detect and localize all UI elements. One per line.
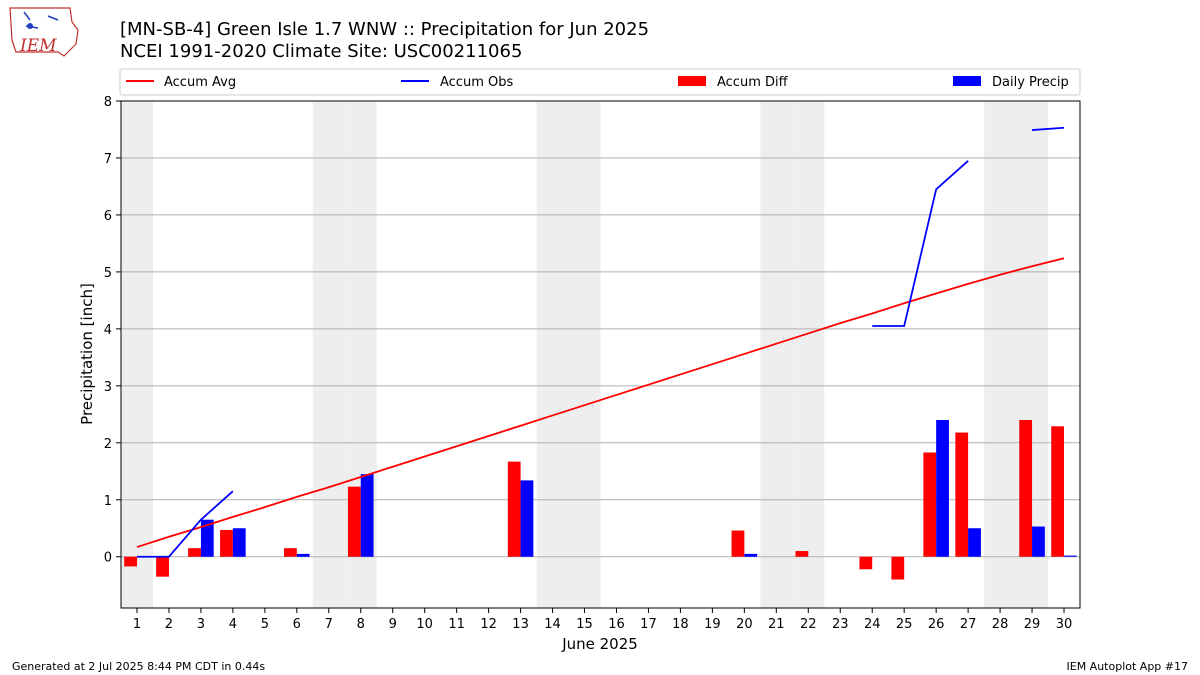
y-tick-label-6: 6 bbox=[104, 209, 112, 224]
x-tick-label-12: 12 bbox=[480, 617, 497, 632]
y-tick-label-2: 2 bbox=[104, 437, 112, 452]
x-tick-label-30: 30 bbox=[1056, 617, 1073, 632]
accum-obs-line-3 bbox=[1031, 126, 1065, 131]
footer-generated: Generated at 2 Jul 2025 8:44 PM CDT in 0… bbox=[12, 660, 265, 673]
chart-title-line2: NCEI 1991-2020 Climate Site: USC00211065 bbox=[120, 41, 522, 62]
x-tick-label-10: 10 bbox=[416, 617, 433, 632]
weekend-band-15 bbox=[568, 101, 601, 608]
y-axis-label: Precipitation [inch] bbox=[78, 283, 96, 425]
x-tick-label-27: 27 bbox=[960, 617, 977, 632]
daily-bar-8 bbox=[360, 474, 374, 557]
x-tick-label-14: 14 bbox=[544, 617, 561, 632]
iem-logo: IEM bbox=[9, 7, 79, 57]
x-tick-label-8: 8 bbox=[357, 617, 365, 632]
daily-bar-26 bbox=[936, 420, 949, 557]
x-tick-label-18: 18 bbox=[672, 617, 689, 632]
x-tick-label-25: 25 bbox=[896, 617, 913, 632]
x-tick-label-29: 29 bbox=[1024, 617, 1041, 632]
weekend-band-22 bbox=[792, 101, 825, 608]
daily-bar-13 bbox=[520, 480, 534, 557]
diff-bar-20 bbox=[731, 530, 745, 557]
x-tick-label-3: 3 bbox=[197, 617, 205, 632]
legend-swatch-daily-precip bbox=[953, 76, 981, 86]
x-tick-label-13: 13 bbox=[512, 617, 529, 632]
diff-bar-24 bbox=[859, 556, 873, 570]
weekend-band-21 bbox=[760, 101, 793, 608]
diff-bar-2 bbox=[156, 556, 169, 577]
daily-bar-4 bbox=[232, 528, 246, 557]
x-tick-label-26: 26 bbox=[928, 617, 945, 632]
legend-frame bbox=[119, 68, 1081, 96]
x-tick-label-6: 6 bbox=[293, 617, 301, 632]
y-tick-label-8: 8 bbox=[104, 95, 112, 110]
diff-bar-26 bbox=[923, 452, 937, 557]
y-tick-label-0: 0 bbox=[104, 551, 112, 566]
x-axis-label: June 2025 bbox=[561, 635, 638, 653]
diff-bar-1 bbox=[124, 556, 137, 567]
y-tick-label-4: 4 bbox=[104, 323, 112, 338]
x-tick-label-22: 22 bbox=[800, 617, 817, 632]
x-tick-label-17: 17 bbox=[640, 617, 657, 632]
x-tick-label-5: 5 bbox=[261, 617, 269, 632]
weekend-band-7 bbox=[312, 101, 345, 608]
accum-obs-line-1 bbox=[136, 490, 234, 558]
x-tick-label-15: 15 bbox=[576, 617, 593, 632]
diff-bar-30 bbox=[1051, 426, 1065, 557]
legend: Accum Avg Accum Obs Accum Diff Daily Pre… bbox=[119, 68, 1081, 96]
x-tick-label-16: 16 bbox=[608, 617, 625, 632]
x-tick-label-1: 1 bbox=[133, 617, 141, 632]
x-tick-label-7: 7 bbox=[325, 617, 333, 632]
weekend-band-14 bbox=[536, 101, 569, 608]
daily-bar-27 bbox=[968, 528, 981, 557]
weekend-band-1 bbox=[121, 101, 153, 608]
x-tick-label-4: 4 bbox=[229, 617, 237, 632]
diff-bar-8 bbox=[347, 486, 361, 557]
diff-bar-29 bbox=[1019, 420, 1033, 557]
diff-bar-4 bbox=[220, 529, 233, 557]
x-tick-label-20: 20 bbox=[736, 617, 753, 632]
chart-title-line1: [MN-SB-4] Green Isle 1.7 WNW :: Precipit… bbox=[120, 19, 649, 40]
y-tick-label-3: 3 bbox=[104, 380, 112, 395]
logo-text: IEM bbox=[19, 36, 57, 56]
daily-bar-3 bbox=[200, 519, 214, 557]
legend-label-accum-avg: Accum Avg bbox=[164, 75, 236, 90]
x-tick-label-23: 23 bbox=[832, 617, 849, 632]
legend-label-accum-obs: Accum Obs bbox=[440, 75, 513, 90]
diff-bar-3 bbox=[188, 548, 201, 557]
y-tick-label-7: 7 bbox=[104, 152, 112, 167]
diff-bar-6 bbox=[284, 548, 297, 557]
x-tick-label-11: 11 bbox=[448, 617, 465, 632]
diff-bar-13 bbox=[507, 461, 521, 557]
x-tick-label-9: 9 bbox=[389, 617, 397, 632]
plot-frame bbox=[120, 100, 1081, 609]
daily-bar-6 bbox=[296, 553, 310, 557]
legend-label-accum-diff: Accum Diff bbox=[717, 75, 789, 90]
weekend-band-28 bbox=[984, 101, 1017, 608]
legend-swatch-accum-diff bbox=[678, 76, 706, 86]
daily-bar-29 bbox=[1032, 526, 1045, 557]
x-tick-label-21: 21 bbox=[768, 617, 785, 632]
diff-bar-25 bbox=[891, 556, 905, 580]
x-tick-label-2: 2 bbox=[165, 617, 173, 632]
daily-bar-20 bbox=[744, 553, 758, 557]
y-tick-label-1: 1 bbox=[104, 494, 112, 509]
x-tick-label-19: 19 bbox=[704, 617, 721, 632]
accum-obs-line-2 bbox=[872, 160, 969, 327]
y-tick-label-5: 5 bbox=[104, 266, 112, 281]
legend-label-daily-precip: Daily Precip bbox=[992, 75, 1069, 90]
x-tick-label-24: 24 bbox=[864, 617, 881, 632]
diff-bar-27 bbox=[955, 432, 969, 557]
diff-bar-22 bbox=[795, 551, 809, 557]
x-tick-label-28: 28 bbox=[992, 617, 1009, 632]
footer-app: IEM Autoplot App #17 bbox=[1067, 660, 1189, 673]
daily-bar-30 bbox=[1064, 555, 1077, 557]
